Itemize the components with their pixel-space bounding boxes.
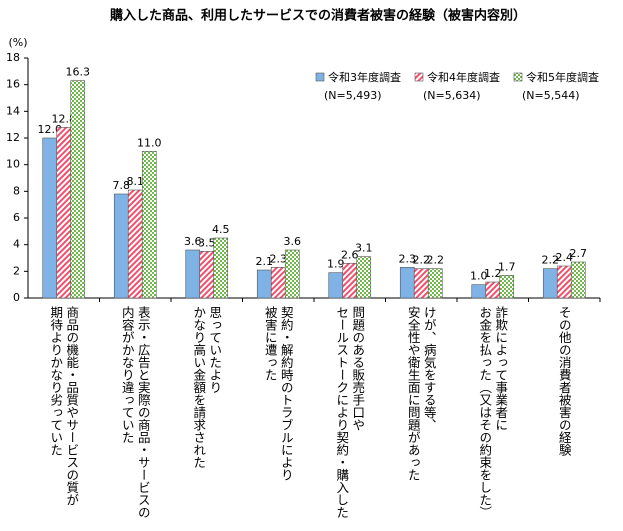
- bar: [485, 281, 501, 299]
- bar: [42, 137, 58, 299]
- y-tick-label: 2: [13, 264, 20, 277]
- x-tick-label: 思っていたより: [207, 306, 222, 394]
- y-axis-label: (%): [8, 36, 27, 49]
- value-label: 1.7: [498, 260, 516, 273]
- x-tick-label: 被害に遭った: [263, 306, 278, 381]
- chart-title: 購入した商品、利用したサービスでの消費者被害の経験（被害内容別）: [109, 8, 526, 24]
- value-label: 2.3: [399, 252, 417, 265]
- value-label: 16.3: [66, 66, 91, 79]
- bar: [213, 237, 229, 299]
- bar: [199, 251, 215, 299]
- value-label: 2.7: [570, 247, 588, 260]
- legend-sample: (N=5,634): [423, 89, 481, 102]
- y-tick-label: 14: [6, 104, 20, 117]
- legend-label: 令和5年度調査: [526, 70, 599, 84]
- bar: [356, 256, 372, 299]
- x-tick-label: 内容がかなり違っていた: [120, 306, 135, 444]
- bar: [185, 249, 201, 299]
- bar: [413, 268, 429, 299]
- legend-sample: (N=5,493): [324, 89, 382, 102]
- value-label: 12.8: [52, 112, 77, 125]
- y-tick-label: 12: [6, 131, 20, 144]
- bar: [113, 193, 129, 299]
- y-tick-label: 10: [6, 158, 20, 171]
- x-tick-label: 期待よりかなり劣っていた: [48, 306, 63, 456]
- y-tick-label: 18: [6, 51, 20, 64]
- x-tick-label: けが、病気をする等、: [422, 306, 437, 431]
- y-tick-label: 8: [13, 184, 20, 197]
- bar: [141, 151, 157, 299]
- legend-swatch: [315, 72, 325, 82]
- y-tick-label: 0: [13, 291, 20, 304]
- value-label: 2.3: [270, 252, 288, 265]
- value-label: 2.2: [413, 254, 431, 267]
- value-label: 2.2: [427, 254, 445, 267]
- x-tick-label: 安全性や衛生面に問題があった: [406, 305, 421, 481]
- bar: [471, 284, 487, 299]
- value-label: 2.2: [542, 254, 560, 267]
- x-tick-label: お金を払った（又はその約束をした）: [477, 306, 492, 519]
- value-label: 12.0: [38, 123, 63, 136]
- value-label: 3.6: [184, 235, 202, 248]
- x-tick-label: かなり高い金額を請求された: [191, 306, 206, 469]
- x-tick-label: 表示・広告と実際の商品・サービスの: [136, 306, 151, 519]
- bar: [556, 265, 572, 299]
- x-tick-label: 契約・解約時のトラブルにより: [279, 306, 294, 481]
- bar: [70, 80, 86, 299]
- value-label: 3.5: [198, 236, 216, 249]
- legend-swatch: [414, 72, 424, 82]
- value-label: 8.1: [127, 175, 145, 188]
- value-label: 1.2: [484, 267, 502, 280]
- x-tick-label: その他の消費者被害の経験: [557, 306, 572, 457]
- bar: [399, 267, 415, 299]
- legend-label: 令和3年度調査: [328, 70, 401, 84]
- bar: [427, 268, 443, 299]
- value-label: 11.0: [137, 136, 162, 149]
- legend-swatch: [513, 72, 523, 82]
- value-label: 1.9: [327, 258, 345, 271]
- y-tick-label: 16: [6, 78, 20, 91]
- bar: [342, 263, 358, 299]
- bar: [56, 127, 72, 299]
- y-tick-label: 6: [13, 211, 20, 224]
- bar: [499, 275, 515, 299]
- bar: [570, 261, 586, 299]
- bar: [328, 272, 344, 299]
- bar: [127, 189, 143, 299]
- bar: [270, 267, 286, 299]
- value-label: 4.5: [212, 223, 230, 236]
- bar: [256, 269, 272, 299]
- x-tick-label: 詐欺によって事業者に: [493, 305, 508, 431]
- legend-sample: (N=5,544): [522, 89, 580, 102]
- bar: [284, 249, 300, 299]
- value-label: 1.0: [470, 270, 488, 283]
- value-label: 2.4: [556, 251, 574, 264]
- y-tick-label: 4: [13, 238, 20, 251]
- value-label: 3.6: [284, 235, 302, 248]
- value-label: 3.1: [355, 242, 373, 255]
- bar: [542, 268, 558, 299]
- x-tick-label: セールストークにより契約・購入した: [334, 306, 349, 519]
- value-label: 2.1: [256, 255, 274, 268]
- legend-label: 令和4年度調査: [427, 70, 500, 84]
- value-label: 2.6: [341, 248, 359, 261]
- value-label: 7.8: [113, 179, 131, 192]
- x-tick-label: 商品の機能・品質やサービスの質が: [64, 305, 79, 506]
- x-tick-label: 問題のある販売手口や: [350, 306, 365, 431]
